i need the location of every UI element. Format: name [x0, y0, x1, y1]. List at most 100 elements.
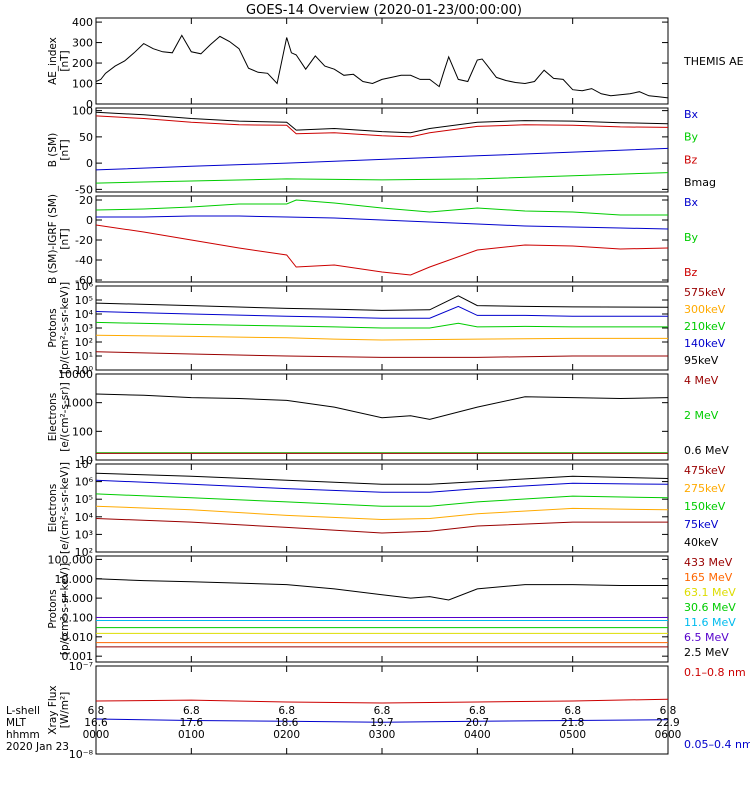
y-tick-label: 10¹ [75, 350, 93, 363]
legend-entry: 0.1–0.8 nm [684, 666, 746, 679]
legend-entry: 165 MeV [684, 571, 733, 584]
y-tick-label: 1000 [65, 397, 93, 410]
panel-frame [95, 555, 669, 663]
series-line [95, 321, 668, 329]
y-tick-label: 0 [86, 214, 93, 227]
y-axis-label: [nT] [59, 228, 71, 249]
y-tick-label: 10⁶ [75, 476, 94, 489]
legend-entry: Bx [684, 108, 699, 121]
y-axis-label: Electrons [47, 484, 59, 533]
y-tick-label: 10⁰ [75, 364, 94, 377]
legend-entry: 140keV [684, 337, 726, 350]
legend-entry: 0.05–0.4 nm [684, 738, 750, 751]
series-line [95, 393, 669, 420]
y-axis-label: [e/(cm²-s-sr)] [59, 382, 71, 451]
y-axis-label: Xray Flux [47, 685, 59, 734]
legend-entry: 275keV [684, 482, 726, 495]
legend-entry: 4 MeV [684, 374, 719, 387]
y-axis-label: [W/m²] [59, 692, 71, 729]
legend-entry: 2.5 MeV [684, 646, 729, 659]
y-tick-label: 100 [72, 425, 93, 438]
series-line [95, 147, 669, 171]
y-axis-label: B (SM) [47, 133, 59, 167]
legend-entry: Bmag [684, 176, 716, 189]
footer-tick-label: 22.9 [656, 717, 679, 729]
y-tick-label: 300 [72, 37, 93, 50]
footer-tick-label: 6.8 [183, 705, 200, 717]
footer-tick-label: 16.6 [84, 717, 108, 729]
footer-tick-label: 6.8 [278, 705, 295, 717]
series-line [95, 334, 668, 341]
legend-entry: 40keV [684, 536, 719, 549]
y-tick-label: 0 [86, 98, 93, 111]
legend-entry: By [684, 231, 699, 244]
series-line [95, 199, 668, 216]
y-axis-label: Protons [47, 308, 59, 347]
legend-entry: 300keV [684, 303, 726, 316]
series-line [95, 698, 669, 704]
footer-tick-label: 19.7 [370, 717, 393, 729]
series-line [95, 172, 669, 184]
panel-frame [95, 373, 669, 461]
footer-tick-label: 0500 [559, 729, 586, 741]
legend-entry: 475keV [684, 464, 726, 477]
series-line [95, 479, 669, 493]
y-tick-label: 10⁻⁸ [69, 748, 94, 761]
y-axis-label: [nT] [59, 139, 71, 160]
footer-tick-label: 6.8 [374, 705, 391, 717]
y-tick-label: 10⁴ [75, 511, 94, 524]
footer-tick-label: 21.8 [561, 717, 584, 729]
series-line [95, 305, 668, 319]
panel-1: -50 0 50 100 B (SM) [nT] Bx By Bz Bmag [47, 105, 716, 197]
footer-tick-label: 0200 [273, 729, 300, 741]
series-line [95, 472, 669, 485]
y-tick-label: 10⁴ [75, 308, 94, 321]
y-tick-label: 0 [86, 157, 93, 170]
y-tick-label: 0.001 [62, 650, 94, 663]
y-tick-label: 0.010 [62, 631, 94, 644]
y-tick-label: 10⁵ [75, 493, 93, 506]
y-axis-label: [nT] [59, 50, 71, 71]
y-axis-label: Protons [47, 589, 59, 628]
y-tick-label: 20 [79, 194, 93, 207]
y-tick-label: 10000 [58, 368, 93, 381]
series-line [95, 505, 669, 521]
panel-4: 10 100 1000 10000 Electrons [e/(cm²-s-sr)] 4 M… [47, 368, 729, 467]
legend-entry: 11.6 MeV [684, 616, 736, 629]
y-tick-label: 100 [72, 78, 93, 91]
y-tick-label: -20 [75, 234, 93, 247]
y-tick-label: 50 [79, 131, 93, 144]
y-tick-label: 400 [72, 16, 93, 29]
series-line [95, 351, 668, 358]
footer-tick-label: 0100 [178, 729, 205, 741]
panel-6: 0.001 0.010 0.100 1.000 10.000 100.000 Protons… [47, 553, 736, 663]
legend-entry: Bz [684, 266, 698, 279]
y-tick-label: 10 [79, 454, 93, 467]
y-axis-label: [e/(cm²-s-sr-keV)] [59, 462, 71, 554]
y-tick-label: 10² [75, 336, 93, 349]
legend-entry: 575keV [684, 286, 726, 299]
series-line [96, 215, 669, 230]
series-line [95, 578, 668, 601]
legend-entry: 75keV [684, 518, 719, 531]
y-tick-label: 1.000 [62, 592, 94, 605]
y-tick-label: 10² [75, 546, 93, 559]
series-line [95, 115, 669, 138]
footer-row-label: L-shell [6, 705, 40, 717]
footer-tick-label: 0000 [83, 729, 110, 741]
y-tick-label: 0.100 [62, 611, 94, 624]
panel-2: -60 -40 -20 0 20 B (SM)-IGRF (SM) [nT] Bx By Bz [47, 194, 699, 287]
legend-entry: THEMIS AE [683, 55, 744, 68]
series-line [95, 493, 669, 507]
panel-5: 10² 10³ 10⁴ 10⁵ 10⁶ 10⁷ Electrons [e/(cm²-s-sr-… [47, 458, 726, 559]
series-line [95, 111, 669, 134]
footer-row-label: MLT [6, 717, 26, 729]
footer-tick-label: 0300 [369, 729, 396, 741]
y-tick-label: -40 [75, 254, 93, 267]
footer-tick-label: 6.8 [88, 705, 105, 717]
y-axis-label: AE_index [47, 37, 59, 85]
